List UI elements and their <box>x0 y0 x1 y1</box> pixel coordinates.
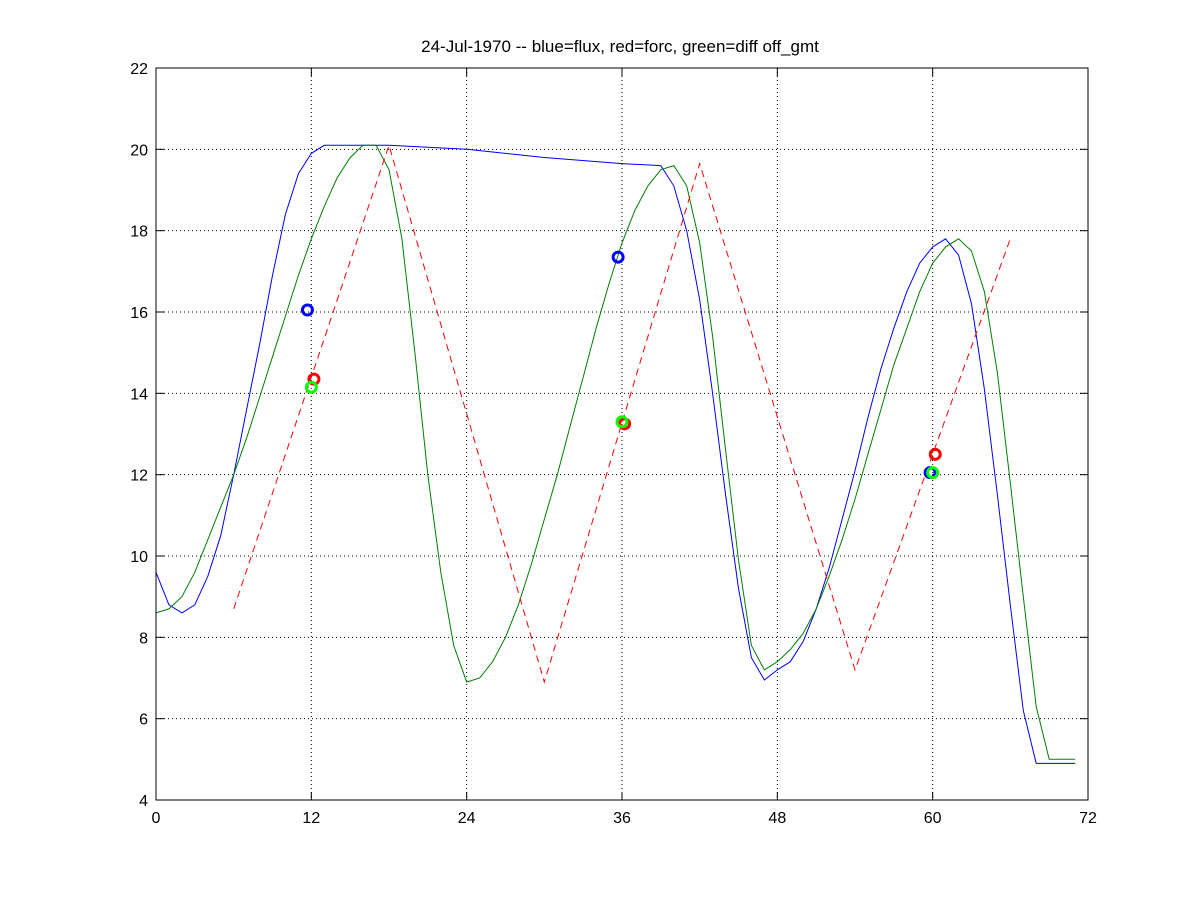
y-tick-label: 16 <box>130 305 148 322</box>
circle-marker <box>615 415 629 429</box>
circle-marker <box>304 380 318 394</box>
x-tick-label: 60 <box>924 810 942 827</box>
grid-lines <box>156 68 1088 800</box>
y-tick-label: 20 <box>130 142 148 159</box>
circle-marker <box>928 447 942 461</box>
y-tick-label: 14 <box>130 386 148 403</box>
y-tick-labels: 4 6 8 10 12 14 16 18 20 22 <box>130 61 148 810</box>
x-tick-label: 24 <box>458 810 476 827</box>
series-line-2 <box>233 143 1011 684</box>
y-tick-label: 6 <box>139 712 148 729</box>
y-tick-label: 22 <box>130 61 148 78</box>
y-tick-label: 10 <box>130 549 148 566</box>
circle-marker <box>611 250 625 264</box>
marker-group <box>300 250 942 480</box>
series-line-0 <box>155 144 1076 764</box>
x-tick-label: 0 <box>152 810 161 827</box>
x-tick-label: 72 <box>1079 810 1097 827</box>
plot-frame <box>155 67 1089 801</box>
y-tick-label: 12 <box>130 468 148 485</box>
x-tick-labels: 0 12 24 36 48 60 72 <box>152 810 1097 827</box>
y-tick-label: 8 <box>139 630 148 647</box>
axis-ticks <box>155 67 1089 801</box>
circle-marker <box>926 466 940 480</box>
circle-marker <box>300 303 314 317</box>
x-tick-label: 12 <box>302 810 320 827</box>
series-group <box>155 143 1076 764</box>
series-line-1 <box>155 144 1076 760</box>
x-tick-label: 48 <box>768 810 786 827</box>
y-tick-label: 4 <box>139 793 148 810</box>
x-tick-label: 36 <box>613 810 631 827</box>
y-tick-label: 18 <box>130 224 148 241</box>
chart-title: 24-Jul-1970 -- blue=flux, red=forc, gree… <box>421 37 819 56</box>
